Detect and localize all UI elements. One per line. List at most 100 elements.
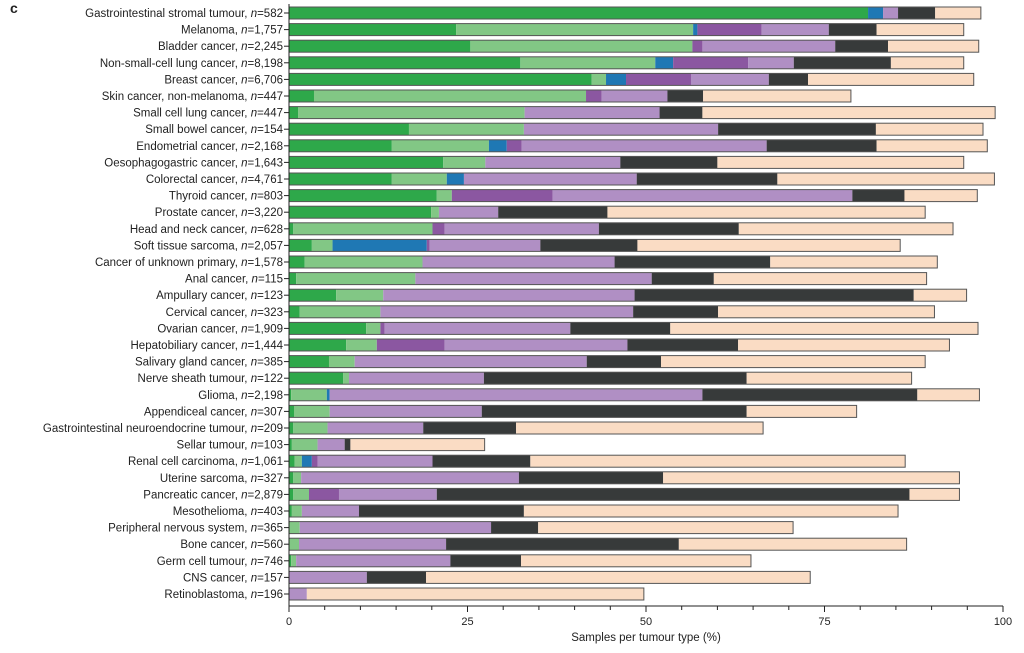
category-name: Salivary gland cancer, (135, 357, 251, 369)
bar-segment (289, 554, 292, 567)
bar-segment (436, 189, 452, 202)
bar-segment (738, 222, 954, 235)
category-label: Colorectal cancer, n=4,761 (146, 174, 283, 186)
sample-count: =2,198 (248, 390, 284, 402)
bar-segment (738, 339, 950, 351)
bar-row: Bone cancer, n=560 (180, 537, 908, 551)
sample-count: =746 (257, 556, 283, 568)
sample-count: =2,245 (248, 41, 284, 53)
bar-segment (294, 455, 302, 468)
sample-count: =385 (257, 357, 283, 369)
bar-segment (746, 405, 857, 418)
bar-segment (289, 40, 471, 53)
bar-segment (291, 554, 297, 567)
bar-segment (463, 173, 637, 185)
bar-segment (438, 206, 499, 219)
bar-segment (426, 239, 430, 252)
bar-segment (678, 538, 907, 551)
bar-segment (746, 372, 912, 385)
bar-segment (311, 455, 318, 468)
bar-segment (808, 73, 974, 86)
sample-count: =1,578 (248, 257, 284, 269)
category-name: Uterine sarcoma, (160, 473, 251, 485)
n-symbol: n (252, 274, 258, 286)
bar-segment (530, 455, 906, 468)
bar-segment (935, 7, 981, 19)
bar-segment (713, 272, 927, 285)
bar-segment (289, 538, 299, 551)
n-symbol: n (251, 357, 257, 369)
n-symbol: n (241, 25, 247, 37)
sample-count: =628 (257, 224, 283, 236)
category-label: CNS cancer, n=157 (183, 572, 283, 584)
sample-count: =323 (257, 307, 283, 319)
sample-count: =560 (257, 539, 283, 551)
x-axis-label: Samples per tumour type (%) (571, 632, 721, 644)
x-tick-label: 100 (994, 616, 1012, 628)
sample-count: =157 (257, 572, 283, 584)
category-name: Soft tissue sarcoma, (134, 240, 241, 252)
bar-row: Nerve sheath tumour, n=122 (138, 371, 913, 385)
sample-count: =123 (257, 290, 283, 302)
bar-segment (408, 123, 524, 136)
bar-row: Non-small-cell lung cancer, n=8,198 (100, 56, 965, 70)
n-symbol: n (251, 423, 257, 435)
bar-segment (586, 355, 661, 368)
bar-segment (380, 305, 634, 318)
bar-row: Breast cancer, n=6,706 (164, 72, 975, 86)
bar-segment (289, 156, 444, 169)
bar-segment (299, 521, 492, 534)
bar-segment (289, 571, 367, 584)
n-symbol: n (251, 406, 257, 418)
bar-segment (540, 239, 638, 252)
bar-segment (718, 305, 935, 318)
bar-segment (917, 388, 980, 401)
bar-segment (329, 405, 482, 418)
bar-row: Sellar tumour, n=103 (177, 438, 486, 452)
bar-segment (432, 455, 531, 468)
category-label: Retinoblastoma, n=196 (164, 589, 283, 601)
bar-segment (690, 73, 769, 86)
category-label: Glioma, n=2,198 (198, 390, 283, 402)
sample-count: =307 (257, 406, 283, 418)
n-symbol: n (241, 141, 247, 153)
bar-segment (358, 505, 524, 517)
bar-segment (317, 438, 345, 451)
bar-segment (348, 372, 484, 385)
sample-count: =8,198 (248, 58, 284, 70)
bar-row: Colorectal cancer, n=4,761 (146, 172, 995, 186)
category-name: Cervical cancer, (166, 307, 251, 319)
bar-segment (301, 471, 519, 484)
bar-row: Mesothelioma, n=403 (173, 504, 899, 518)
bar-segment (570, 322, 671, 335)
bar-segment (718, 123, 876, 136)
category-name: Colorectal cancer, (146, 174, 241, 186)
bar-segment (491, 521, 539, 534)
bar-segment (651, 272, 714, 285)
x-tick-label: 75 (818, 616, 830, 628)
n-symbol: n (241, 257, 247, 269)
bar-segment (289, 422, 294, 434)
bar-segment (835, 40, 889, 53)
x-tick-label: 50 (640, 616, 652, 628)
bar-segment (308, 488, 339, 501)
category-label: Gastrointestinal stromal tumour, n=582 (85, 8, 283, 20)
x-tick-label: 25 (461, 616, 473, 628)
category-label: Peripheral nervous system, n=365 (108, 523, 283, 535)
category-label: Uterine sarcoma, n=327 (160, 473, 283, 485)
bar-segment (289, 339, 347, 351)
bar-segment (431, 206, 439, 219)
bar-segment (520, 56, 656, 69)
bar-segment (717, 156, 964, 169)
bar-segment (673, 56, 749, 69)
category-label: Gastrointestinal neuroendocrine tumour, … (43, 423, 283, 435)
category-name: Gastrointestinal stromal tumour, (85, 8, 251, 20)
bar-segment (289, 305, 300, 318)
category-name: Ampullary cancer, (156, 290, 251, 302)
bar-row: Bladder cancer, n=2,245 (158, 39, 980, 53)
n-symbol: n (241, 41, 247, 53)
bar-segment (488, 139, 507, 152)
n-symbol: n (241, 390, 247, 402)
bar-segment (506, 139, 522, 152)
